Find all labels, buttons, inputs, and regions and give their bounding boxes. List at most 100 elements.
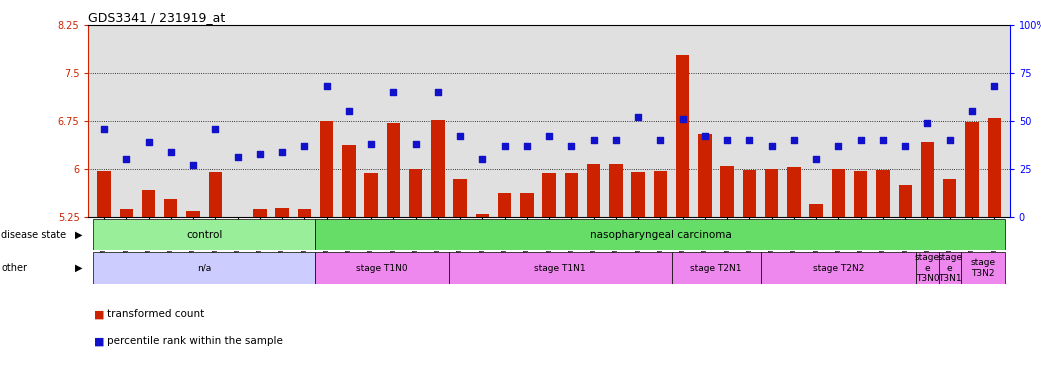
Bar (364, 174, 378, 217)
Bar (520, 193, 534, 217)
Bar (939, 252, 961, 284)
Text: stage T2N1: stage T2N1 (690, 263, 742, 273)
Bar (386, 123, 400, 217)
Bar (671, 252, 761, 284)
Bar (761, 252, 916, 284)
Point (162, 149, 179, 155)
Point (675, 116, 691, 122)
Point (296, 143, 312, 149)
Point (741, 137, 758, 143)
Bar (93, 252, 315, 284)
Bar (587, 164, 601, 217)
Point (630, 114, 646, 120)
Bar (832, 169, 845, 217)
Point (919, 120, 936, 126)
Bar (564, 173, 578, 217)
Bar (231, 217, 245, 219)
Point (252, 151, 269, 157)
Bar (542, 174, 556, 217)
Bar (476, 214, 489, 217)
Bar (898, 185, 912, 217)
Bar (98, 171, 110, 217)
Point (808, 156, 824, 162)
Bar (961, 252, 1006, 284)
Point (608, 137, 625, 143)
Point (719, 137, 736, 143)
Point (964, 108, 981, 114)
Bar (142, 190, 155, 217)
Text: stage
e
T3N1: stage e T3N1 (937, 253, 962, 283)
Bar (854, 171, 867, 217)
Point (184, 162, 201, 168)
Bar (315, 219, 1006, 250)
Text: ■: ■ (94, 310, 104, 319)
Bar (916, 252, 939, 284)
Bar (720, 166, 734, 217)
Bar (120, 209, 133, 217)
Text: stage T1N0: stage T1N0 (356, 263, 408, 273)
Point (830, 143, 846, 149)
Bar (988, 118, 1000, 217)
Bar (164, 199, 178, 217)
Text: stage T2N2: stage T2N2 (813, 263, 864, 273)
Bar (454, 179, 466, 217)
Bar (342, 145, 356, 217)
Point (786, 137, 803, 143)
Point (141, 139, 157, 145)
Bar (632, 172, 644, 217)
Point (207, 126, 224, 132)
Point (430, 89, 447, 95)
Point (563, 143, 580, 149)
Bar (920, 142, 934, 217)
Point (362, 141, 379, 147)
Bar (765, 169, 779, 217)
Point (874, 137, 891, 143)
Point (652, 137, 668, 143)
Bar (810, 204, 822, 217)
Point (696, 133, 713, 139)
Text: stage
T3N2: stage T3N2 (970, 258, 995, 278)
Bar (943, 179, 957, 217)
Point (897, 143, 914, 149)
Text: ▶: ▶ (75, 263, 82, 273)
Bar (409, 169, 423, 217)
Text: percentile rank within the sample: percentile rank within the sample (107, 336, 283, 346)
Point (452, 133, 468, 139)
Bar (498, 193, 511, 217)
Point (518, 143, 535, 149)
Point (986, 83, 1002, 89)
Bar (276, 208, 288, 217)
Bar (253, 209, 266, 217)
Bar (186, 211, 200, 217)
Point (540, 133, 557, 139)
Bar (676, 55, 689, 217)
Point (274, 149, 290, 155)
Point (229, 154, 246, 161)
Text: control: control (186, 230, 223, 240)
Point (941, 137, 958, 143)
Bar (877, 170, 890, 217)
Bar (298, 209, 311, 217)
Bar (742, 170, 756, 217)
Point (118, 156, 134, 162)
Text: disease state: disease state (1, 230, 67, 240)
Bar (609, 164, 623, 217)
Text: GDS3341 / 231919_at: GDS3341 / 231919_at (88, 11, 226, 24)
Text: stage T1N1: stage T1N1 (534, 263, 586, 273)
Bar (787, 167, 801, 217)
Text: nasopharyngeal carcinoma: nasopharyngeal carcinoma (589, 230, 731, 240)
Text: other: other (1, 263, 27, 273)
Point (853, 137, 869, 143)
Text: n/a: n/a (197, 263, 211, 273)
Bar (431, 120, 445, 217)
Bar (315, 252, 449, 284)
Text: ▶: ▶ (75, 230, 82, 240)
Bar (654, 171, 667, 217)
Text: transformed count: transformed count (107, 310, 204, 319)
Point (474, 156, 490, 162)
Point (763, 143, 780, 149)
Text: stage
e
T3N0: stage e T3N0 (915, 253, 940, 283)
Bar (965, 122, 979, 217)
Point (340, 108, 357, 114)
Point (407, 141, 424, 147)
